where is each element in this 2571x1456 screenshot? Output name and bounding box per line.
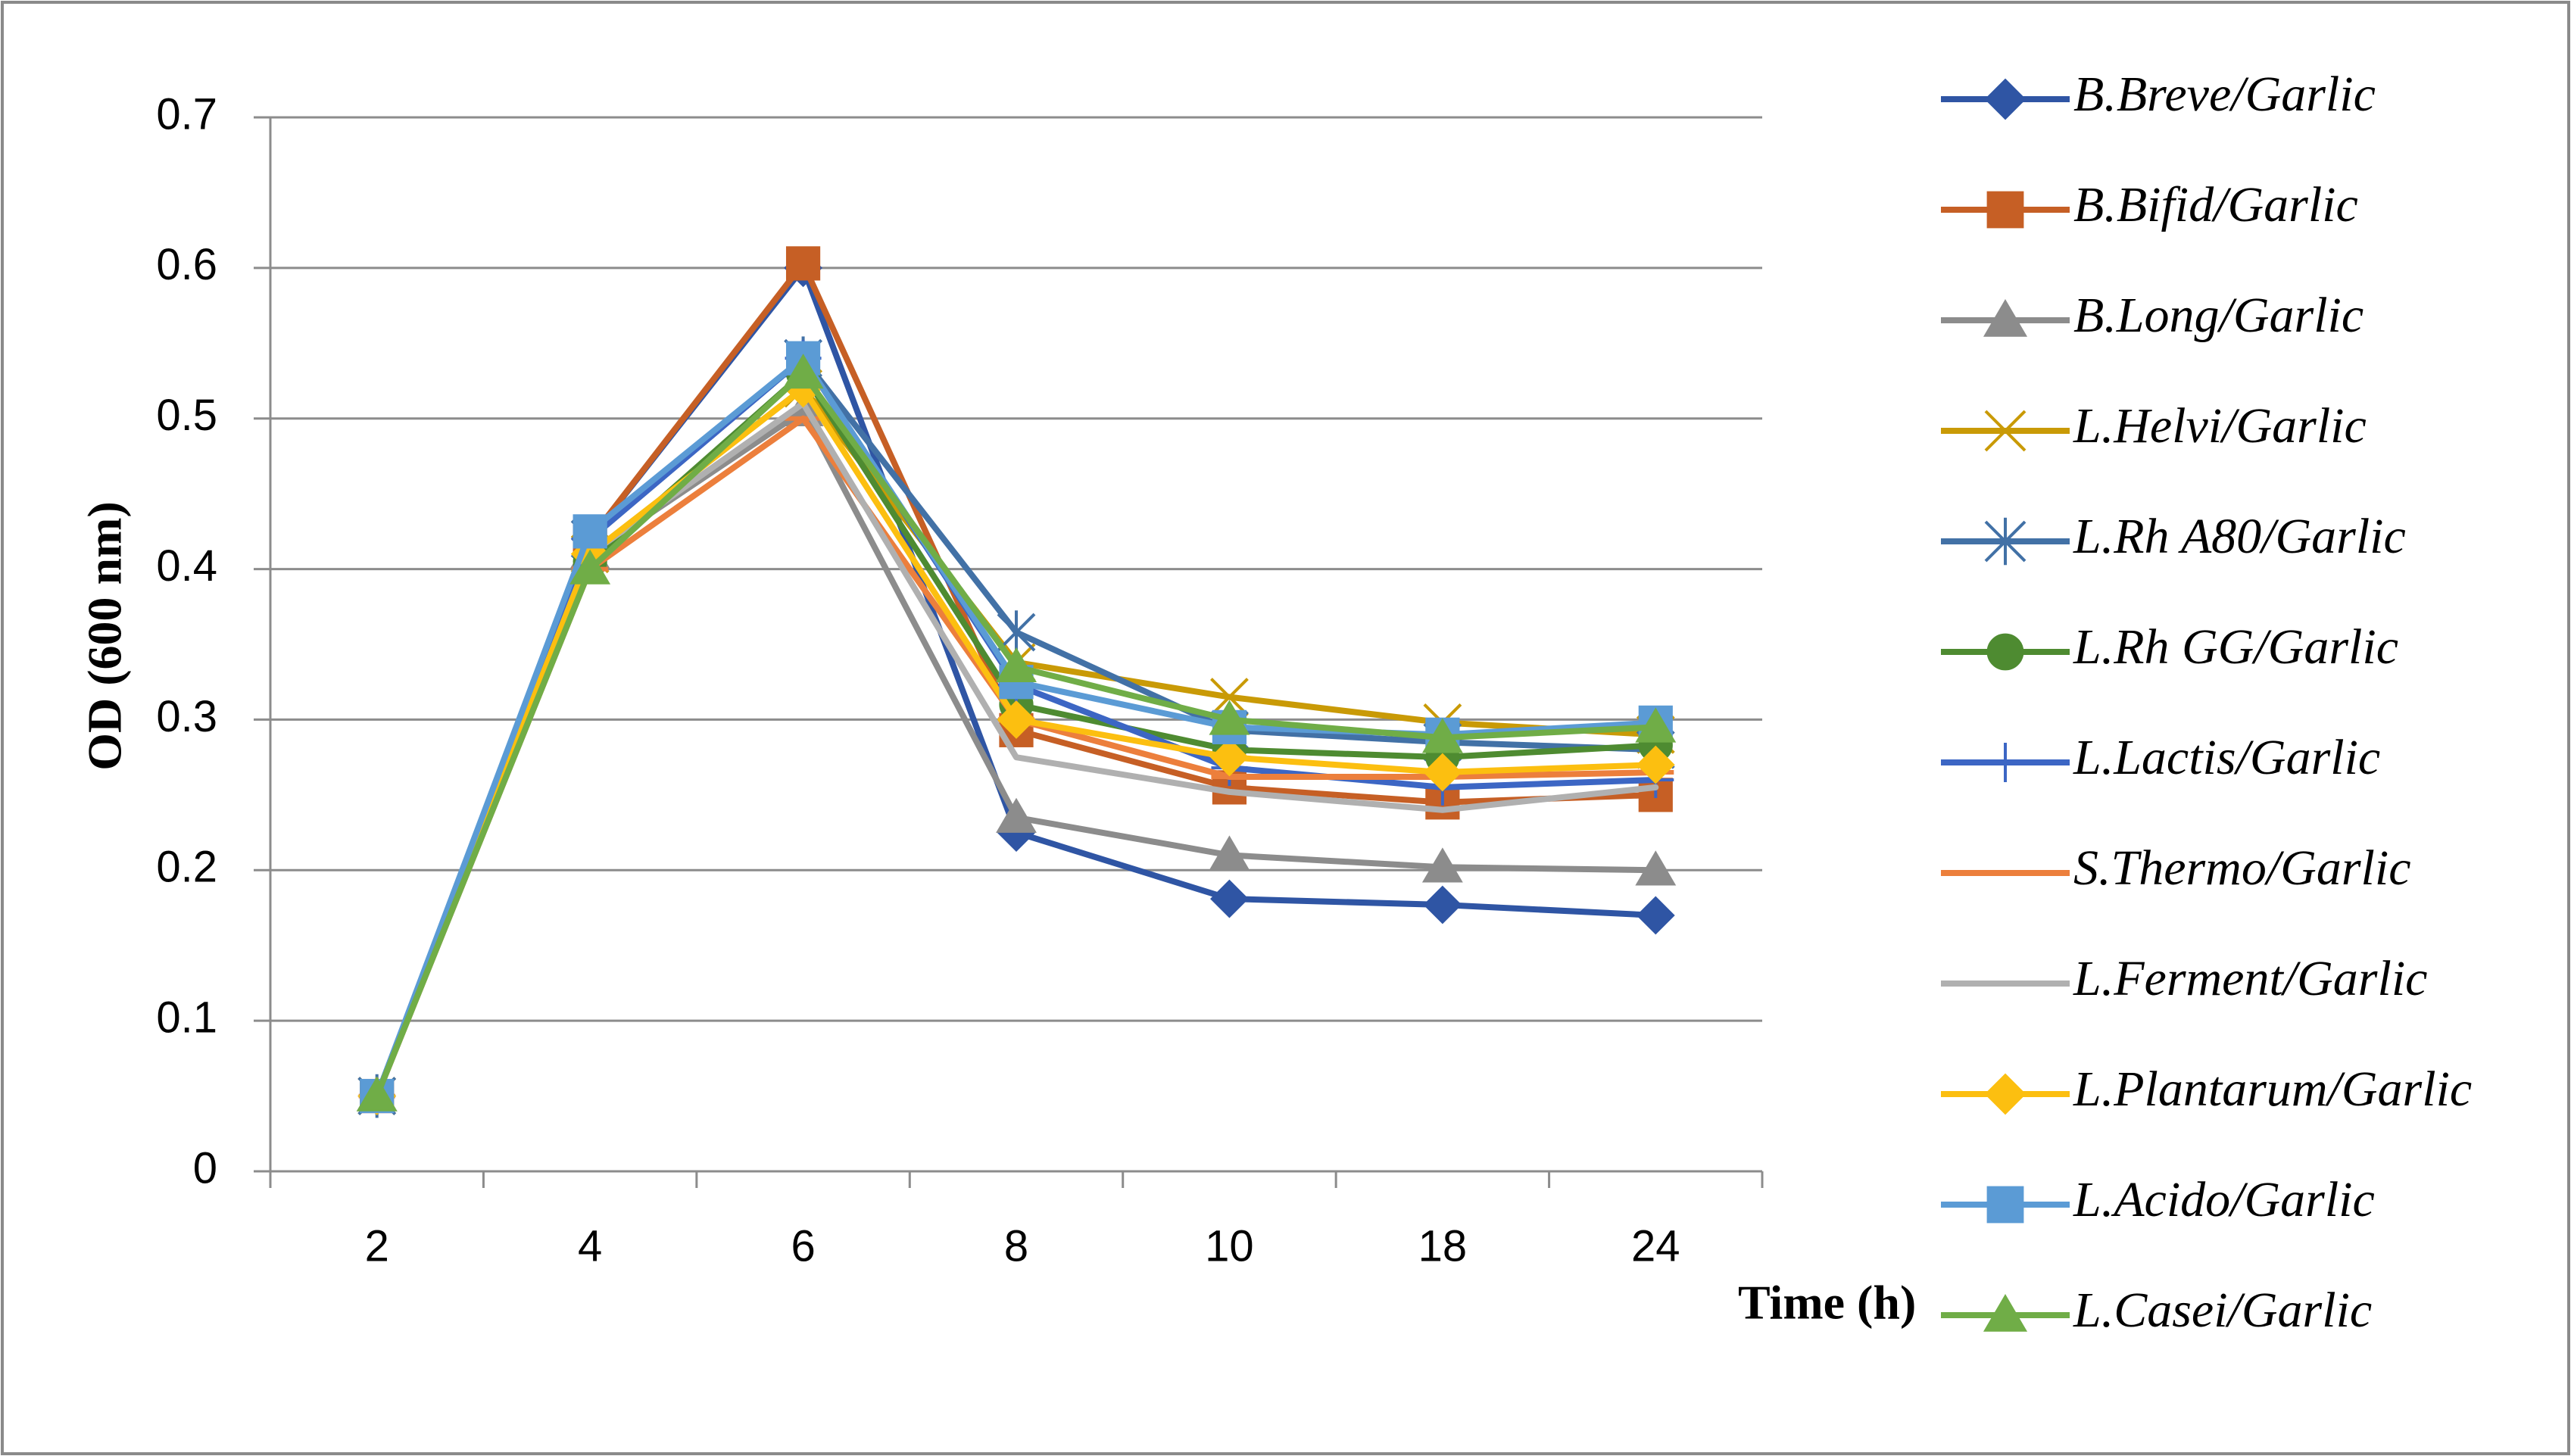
legend-item: L.Lactis/Garlic [1941, 730, 2380, 785]
data-point [1423, 753, 1462, 792]
data-point [1636, 896, 1675, 935]
tick-labels: 00.10.20.30.40.50.60.72 4 6 8 10 18 24 [156, 89, 1680, 1270]
data-point [1421, 718, 1463, 753]
y-tick-label: 0.7 [156, 89, 217, 139]
series-layer [356, 246, 1677, 1118]
data-point [1635, 707, 1677, 743]
x-axis-title: Time (h) [1738, 1276, 1916, 1330]
legend-item: B.Breve/Garlic [1941, 67, 2376, 122]
data-point [1635, 850, 1677, 886]
legend-label: B.Breve/Garlic [2073, 67, 2376, 122]
legend-label: L.Lactis/Garlic [2073, 730, 2380, 785]
data-point [356, 1076, 398, 1111]
legend-marker [1984, 1073, 2027, 1115]
legend-item: B.Bifid/Garlic [1941, 177, 2358, 232]
y-axis-title: OD (600 nm) [78, 501, 132, 771]
data-point [1209, 835, 1250, 871]
x-tick-label: 6 [791, 1221, 815, 1270]
x-tick-label: 8 [1004, 1221, 1028, 1270]
series-12 [356, 354, 1677, 1111]
data-point [782, 354, 824, 389]
data-point [1210, 879, 1249, 918]
data-point [1210, 678, 1249, 717]
legend-label: L.Rh A80/Garlic [2073, 509, 2406, 564]
x-tick-label: 24 [1631, 1221, 1680, 1270]
legend-label: B.Long/Garlic [2073, 288, 2364, 343]
data-point [569, 549, 611, 585]
y-tick-label: 0.3 [156, 692, 217, 741]
legend-item: L.Rh GG/Garlic [1941, 619, 2398, 675]
legend-item: L.Rh A80/Garlic [1941, 509, 2406, 566]
legend-marker [1983, 1294, 2028, 1332]
legend: B.Breve/Garlic B.Bifid/Garlic B.Long/Garli… [1941, 67, 2472, 1338]
data-point [785, 246, 821, 281]
data-point [1636, 745, 1675, 784]
legend-label: L.Helvi/Garlic [2073, 398, 2367, 454]
y-tick-label: 0.1 [156, 993, 217, 1042]
data-point [1423, 885, 1462, 924]
data-point [997, 610, 1036, 654]
data-point [996, 647, 1037, 683]
legend-marker [1983, 299, 2028, 337]
legend-item: L.Casei/Garlic [1941, 1283, 2372, 1338]
legend-item: L.Ferment/Garlic [1941, 951, 2427, 1006]
legend-marker [1984, 517, 2027, 566]
x-tick-label: 2 [365, 1221, 389, 1270]
y-tick-label: 0.5 [156, 391, 217, 440]
legend-label: L.Plantarum/Garlic [2073, 1062, 2472, 1117]
legend-label: S.Thermo/Garlic [2073, 840, 2411, 896]
y-tick-label: 0 [193, 1143, 217, 1193]
data-point [1421, 847, 1463, 883]
data-point [573, 514, 607, 549]
legend-marker [1986, 191, 2024, 229]
y-tick-label: 0.2 [156, 843, 217, 892]
data-point [1209, 700, 1250, 735]
x-tick-label: 4 [578, 1221, 602, 1270]
legend-marker [1984, 78, 2027, 120]
legend-marker [1984, 410, 2027, 452]
axes [254, 116, 1764, 1188]
legend-marker [1986, 743, 2025, 782]
y-tick-label: 0.6 [156, 240, 217, 289]
data-point [997, 700, 1036, 739]
legend-label: L.Rh GG/Garlic [2073, 619, 2398, 675]
legend-marker [1986, 633, 2024, 671]
data-point [1210, 737, 1249, 777]
x-tick-label: 10 [1205, 1221, 1254, 1270]
legend-marker [1986, 1186, 2024, 1224]
legend-label: B.Bifid/Garlic [2073, 177, 2358, 232]
legend-item: S.Thermo/Garlic [1941, 840, 2411, 896]
legend-item: L.Helvi/Garlic [1941, 398, 2367, 454]
legend-label: L.Acido/Garlic [2073, 1172, 2375, 1227]
legend-item: L.Acido/Garlic [1941, 1172, 2375, 1227]
legend-item: B.Long/Garlic [1941, 288, 2364, 343]
legend-label: L.Casei/Garlic [2073, 1283, 2372, 1338]
x-tick-label: 18 [1418, 1221, 1468, 1270]
y-tick-label: 0.4 [156, 541, 217, 591]
data-point [996, 797, 1037, 833]
legend-label: L.Ferment/Garlic [2073, 951, 2427, 1006]
legend-item: L.Plantarum/Garlic [1941, 1062, 2472, 1117]
